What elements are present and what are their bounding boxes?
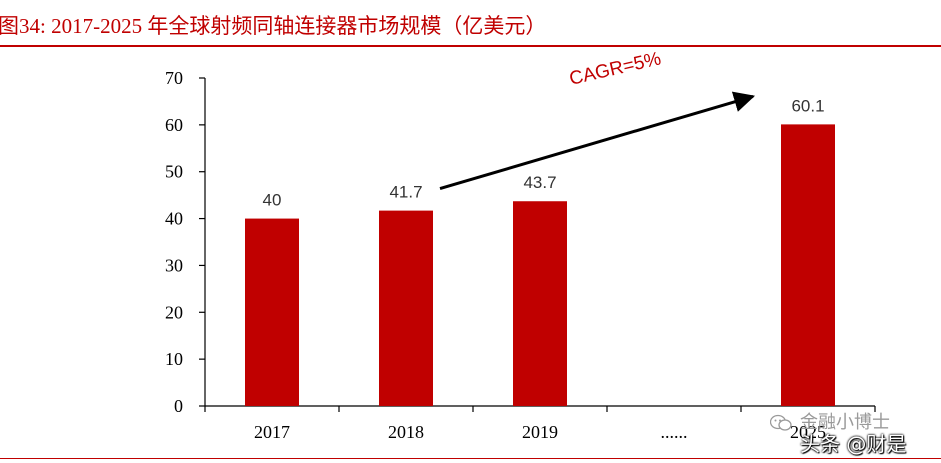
y-tick-label: 60 bbox=[165, 115, 183, 135]
bar bbox=[245, 218, 299, 406]
cagr-label: CAGR=5% bbox=[567, 48, 663, 90]
y-tick-label: 10 bbox=[165, 349, 183, 369]
data-label: 41.7 bbox=[389, 183, 422, 202]
x-tick-label: 2025 bbox=[790, 422, 826, 442]
bar bbox=[781, 124, 835, 406]
x-tick-label: 2018 bbox=[388, 422, 424, 442]
data-label: 40 bbox=[263, 191, 282, 210]
watermark-line-2: 头条 @财是 bbox=[800, 432, 907, 456]
data-label: 43.7 bbox=[523, 173, 556, 192]
x-tick-label: 2019 bbox=[522, 422, 558, 442]
figure-header: 图34: 2017-2025 年全球射频同轴连接器市场规模（亿美元） bbox=[0, 0, 941, 47]
x-tick-label: ...... bbox=[661, 422, 688, 442]
footer-divider bbox=[0, 458, 941, 459]
cagr-arrow bbox=[439, 91, 756, 191]
x-tick-label: 2017 bbox=[254, 422, 290, 442]
y-tick-label: 50 bbox=[165, 162, 183, 182]
figure-title: 图34: 2017-2025 年全球射频同轴连接器市场规模（亿美元） bbox=[0, 14, 547, 38]
watermark: 金融小博士 头条 @财是 bbox=[770, 408, 940, 458]
y-tick-label: 0 bbox=[174, 396, 183, 416]
data-label: 60.1 bbox=[791, 96, 824, 115]
y-tick-label: 30 bbox=[165, 255, 183, 275]
bar bbox=[379, 210, 433, 406]
chart-data-labels: 40 41.7 43.7 60.1 bbox=[263, 96, 825, 209]
watermark-line-1: 金融小博士 bbox=[800, 412, 890, 433]
y-tick-label: 70 bbox=[165, 68, 183, 88]
y-tick-label: 40 bbox=[165, 209, 183, 229]
chart-bars bbox=[245, 124, 835, 406]
bar bbox=[513, 201, 567, 406]
chart-axes: 0 10 20 30 40 50 60 70 2017 2018 2019...... 2025 bbox=[165, 68, 876, 442]
cagr-annotation: CAGR=5% bbox=[439, 48, 756, 191]
y-tick-label: 20 bbox=[165, 302, 183, 322]
header-divider bbox=[0, 45, 941, 47]
wechat-icon bbox=[770, 414, 792, 431]
